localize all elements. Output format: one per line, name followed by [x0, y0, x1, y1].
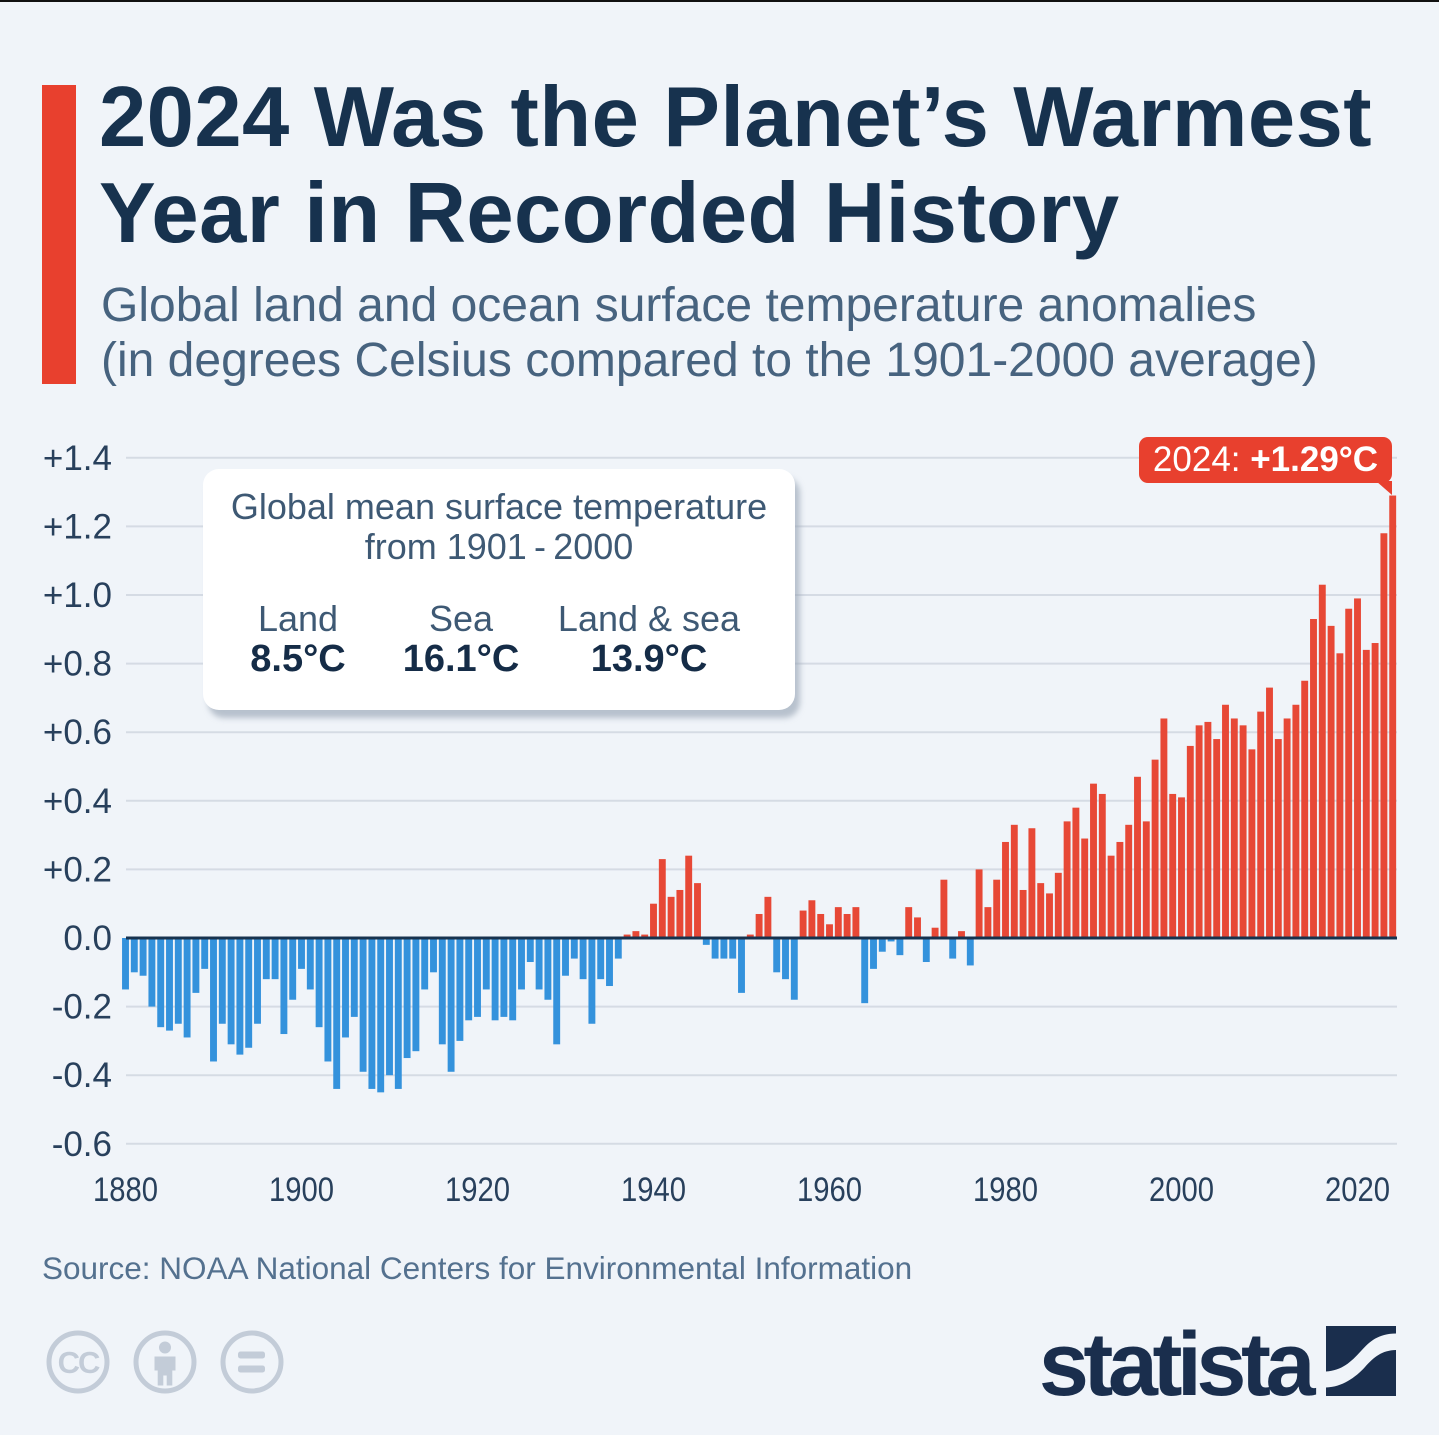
svg-text:-0.6: -0.6: [52, 1125, 112, 1164]
svg-text:1900: 1900: [269, 1171, 334, 1209]
svg-text:CC: CC: [58, 1345, 100, 1380]
svg-text:1960: 1960: [797, 1171, 862, 1209]
svg-text:+1.4: +1.4: [43, 439, 112, 478]
svg-text:+1.2: +1.2: [43, 507, 112, 546]
svg-text:2000: 2000: [1149, 1171, 1214, 1209]
svg-text:1980: 1980: [973, 1171, 1038, 1209]
svg-text:+0.8: +0.8: [43, 645, 112, 684]
svg-text:-0.4: -0.4: [52, 1056, 112, 1095]
svg-text:0.0: 0.0: [63, 919, 112, 958]
svg-text:1940: 1940: [621, 1171, 686, 1209]
svg-text:-0.2: -0.2: [52, 988, 112, 1027]
svg-text:1920: 1920: [445, 1171, 510, 1209]
svg-text:2020: 2020: [1325, 1171, 1390, 1209]
svg-text:+0.4: +0.4: [43, 782, 112, 821]
svg-text:+1.0: +1.0: [43, 576, 112, 615]
svg-text:+0.6: +0.6: [43, 713, 112, 752]
svg-text:1880: 1880: [93, 1171, 158, 1209]
svg-text:+0.2: +0.2: [43, 850, 112, 889]
